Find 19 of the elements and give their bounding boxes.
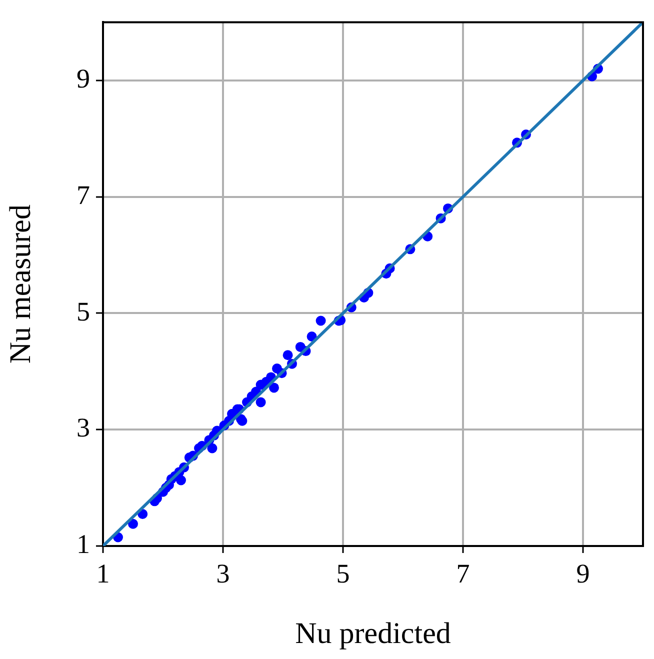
y-tick-label: 1 <box>76 529 90 560</box>
y-tick-label: 5 <box>76 296 90 326</box>
y-axis-title: Nu measured <box>4 204 37 364</box>
y-tick-label: 7 <box>76 180 90 210</box>
x-tick-label: 9 <box>576 558 590 588</box>
y-tick-label: 3 <box>76 412 90 443</box>
x-tick-label: 1 <box>96 558 110 588</box>
y-tick-label: 9 <box>76 63 90 94</box>
point <box>176 475 186 486</box>
point <box>128 518 138 529</box>
point <box>256 397 266 408</box>
x-tick-label: 3 <box>216 558 230 588</box>
x-tick-label: 5 <box>336 558 350 588</box>
point <box>282 350 293 360</box>
point <box>316 316 326 326</box>
x-axis-title: Nu predicted <box>295 616 451 650</box>
point <box>269 382 279 393</box>
point <box>207 443 218 454</box>
x-tick-label: 7 <box>456 558 470 588</box>
